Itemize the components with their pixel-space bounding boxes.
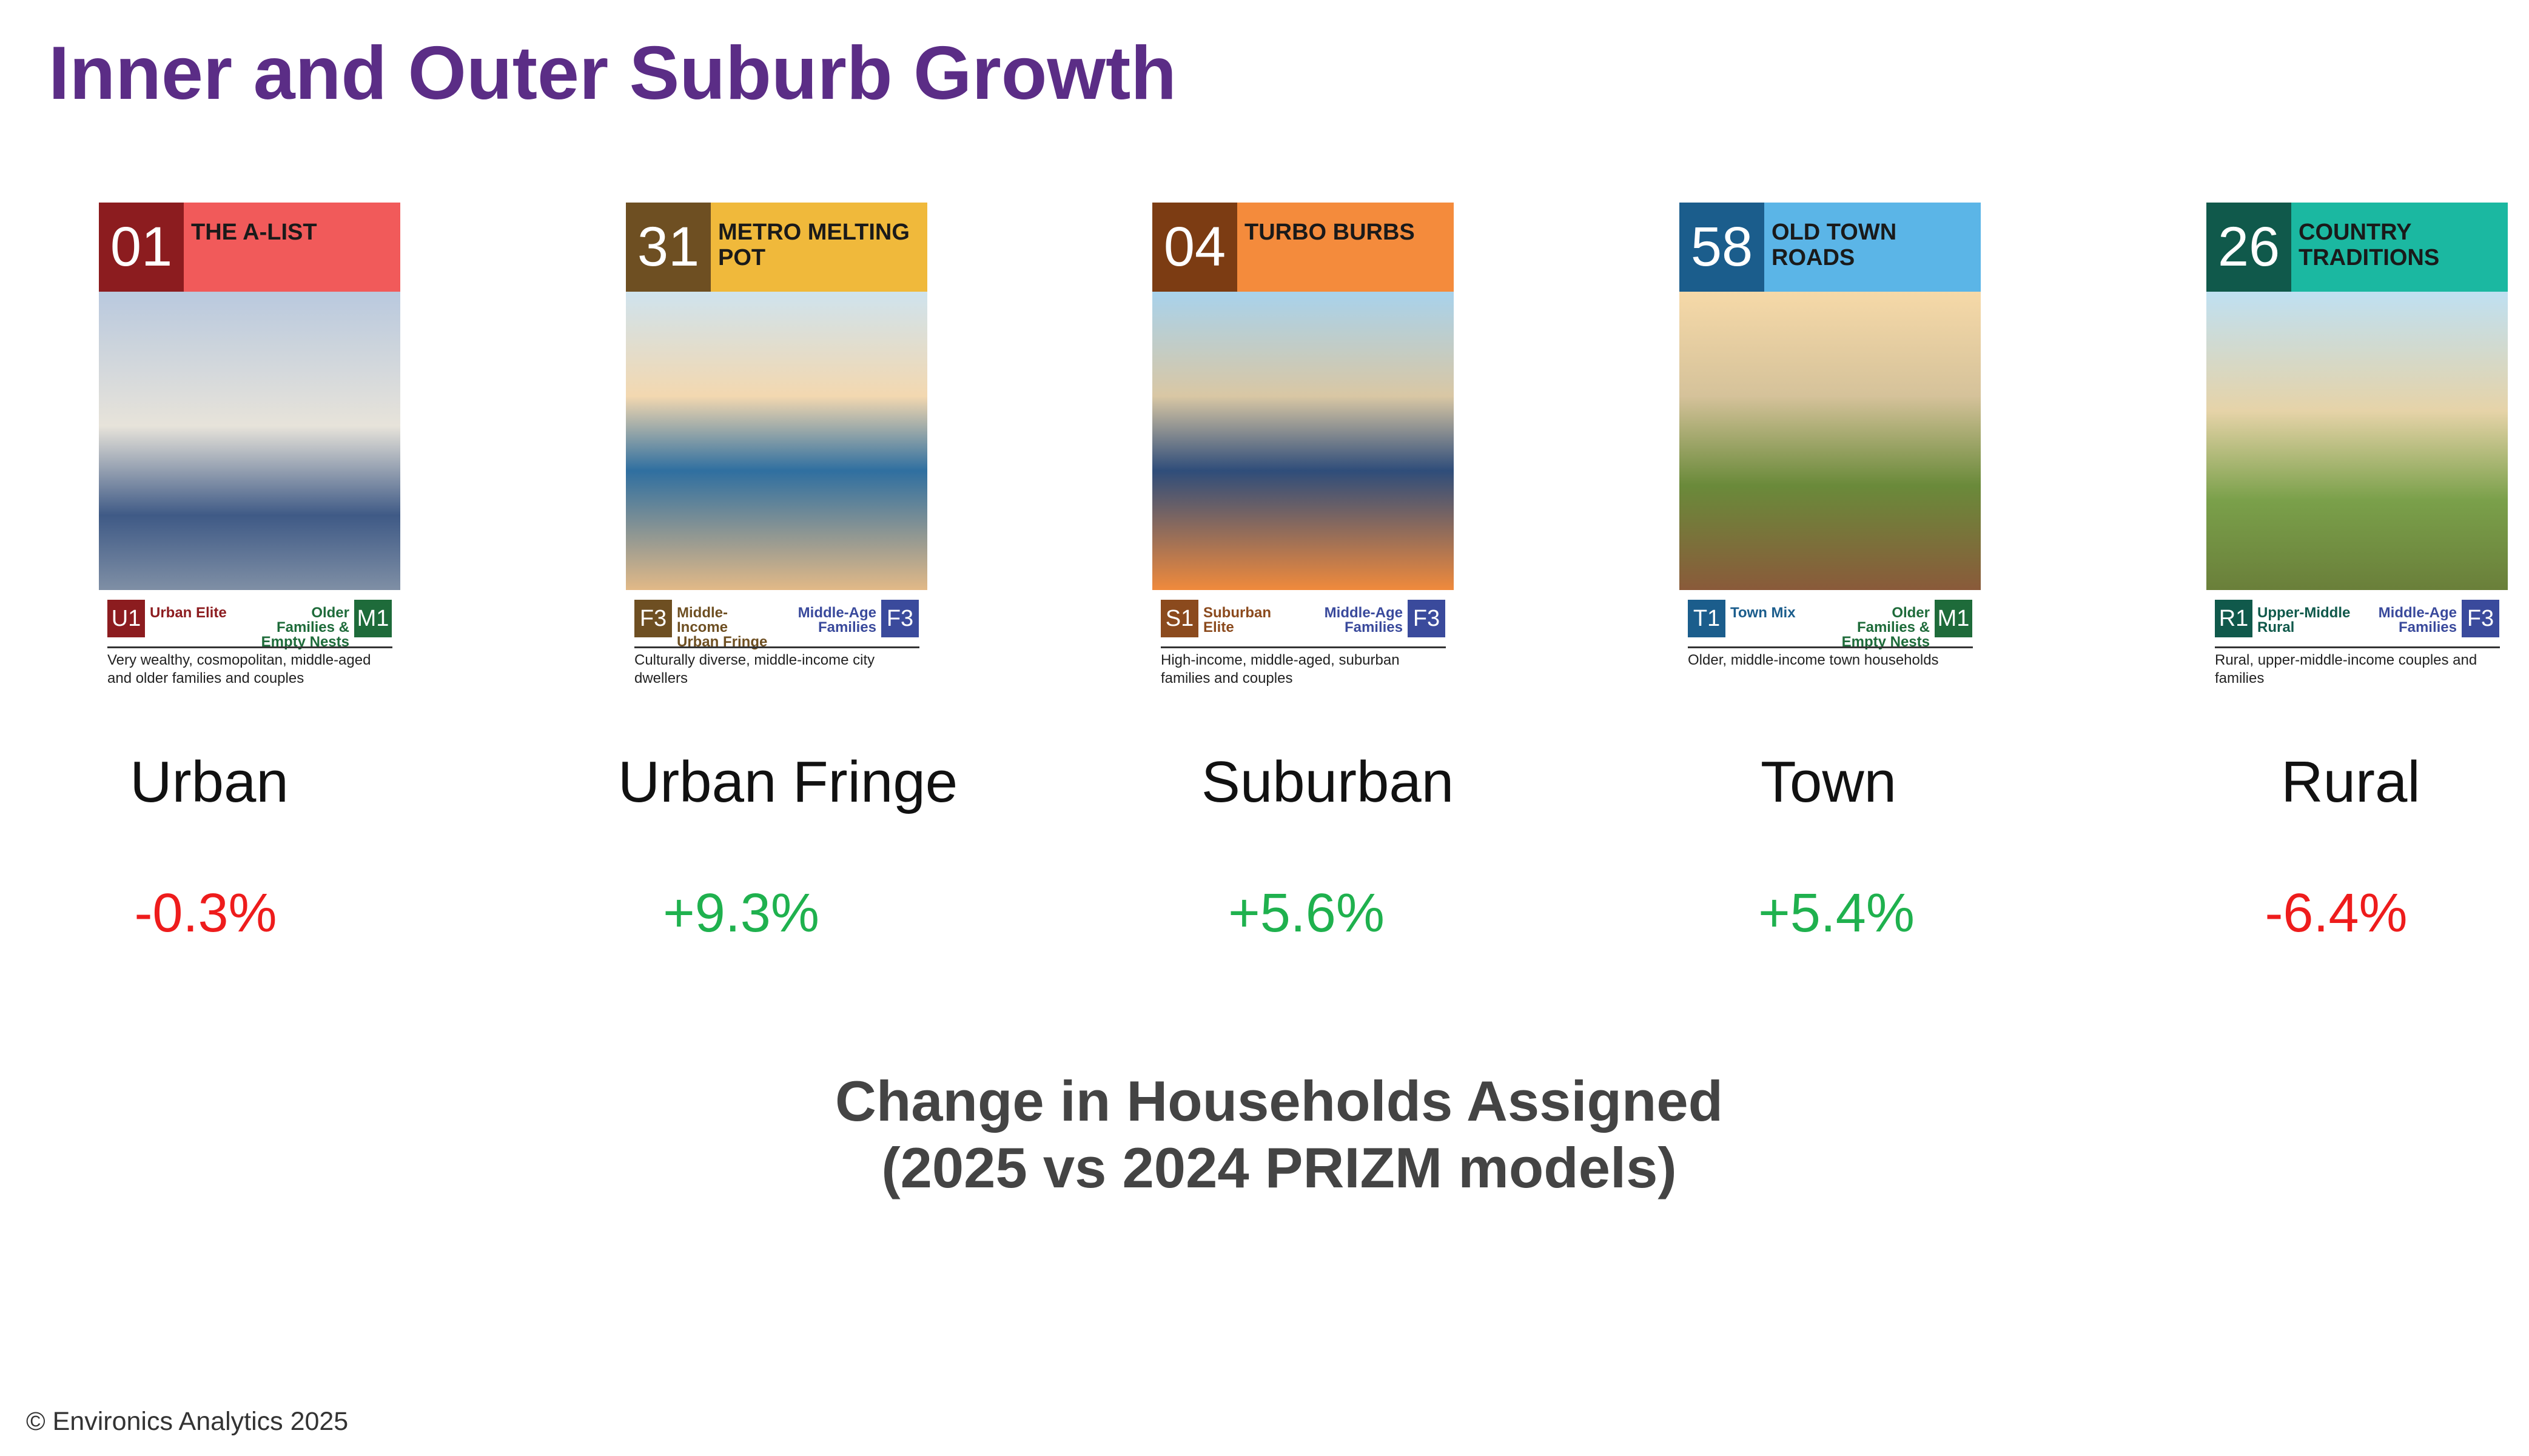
segment-illustration <box>1679 292 1981 590</box>
segment-tags: F3 Middle-Income Urban Fringe Middle-Age F… <box>626 600 927 649</box>
category-label: Rural <box>2281 750 2420 814</box>
tag-label: Older Families & Empty Nests <box>1841 605 1930 650</box>
segment-description: High-income, middle-aged, suburban famil… <box>1161 652 1400 686</box>
tag-code: F3 <box>634 600 672 637</box>
tag-label: Suburban Elite <box>1203 605 1271 636</box>
tag-label: Middle-Age Families <box>2378 605 2457 636</box>
category-label: Town <box>1760 750 1897 814</box>
segment-tags: T1 Town Mix Older Families & Empty Nests M1 <box>1679 600 1981 649</box>
segment-description: Very wealthy, cosmopolitan, middle-aged … <box>107 652 371 686</box>
tag-label: Urban Elite <box>150 605 227 621</box>
tag-label: Middle-Age Families <box>1324 605 1403 636</box>
tag-label: Middle-Age Families <box>798 605 876 636</box>
divider <box>1161 646 1446 648</box>
category-label: Urban <box>130 750 289 814</box>
tag-label: Upper-Middle Rural <box>2257 605 2351 636</box>
caption-line: (2025 vs 2024 PRIZM models) <box>881 1136 1677 1199</box>
card-header: 01 THE A-LIST <box>99 203 400 292</box>
segment-number: 04 <box>1152 203 1237 292</box>
segment-tags: R1 Upper-Middle Rural Middle-Age Families F… <box>2206 600 2508 640</box>
tag-label: Middle-Income Urban Fringe <box>677 605 768 650</box>
change-value: +9.3% <box>663 883 819 944</box>
segment-illustration <box>2206 292 2508 590</box>
tag-code: R1 <box>2215 600 2252 637</box>
segment-name: TURBO BURBS <box>1237 203 1454 292</box>
change-value: +5.4% <box>1758 883 1915 944</box>
segment-name: THE A-LIST <box>184 203 400 292</box>
divider <box>1688 646 1973 648</box>
segment-description: Rural, upper-middle-income couples and f… <box>2215 652 2477 686</box>
segment-card: 31 METRO MELTING POT F3 Middle-Income Urban… <box>626 203 927 694</box>
segment-number: 58 <box>1679 203 1764 292</box>
tag-code: F3 <box>881 600 919 637</box>
segment-number: 26 <box>2206 203 2291 292</box>
segment-illustration <box>626 292 927 590</box>
segment-card: 26 COUNTRY TRADITIONS R1 Upper-Middle Rural… <box>2206 203 2508 694</box>
segment-description: Culturally diverse, middle-income city d… <box>634 652 875 686</box>
divider <box>2215 646 2500 648</box>
segment-tags: S1 Suburban Elite Middle-Age Families F3 <box>1152 600 1454 640</box>
segment-number: 01 <box>99 203 184 292</box>
tag-code: U1 <box>107 600 145 637</box>
card-header: 26 COUNTRY TRADITIONS <box>2206 203 2508 292</box>
category-label: Urban Fringe <box>617 750 958 814</box>
change-value: +5.6% <box>1228 883 1385 944</box>
card-header: 04 TURBO BURBS <box>1152 203 1454 292</box>
tag-code: S1 <box>1161 600 1198 637</box>
segment-illustration <box>1152 292 1454 590</box>
segment-description: Older, middle-income town households <box>1688 652 1939 668</box>
segment-card: 58 OLD TOWN ROADS T1 Town Mix Older Families… <box>1679 203 1981 694</box>
footer: © Environics Analytics 2025 <box>26 1407 349 1436</box>
tag-code: M1 <box>1935 600 1972 637</box>
card-header: 31 METRO MELTING POT <box>626 203 927 292</box>
change-value: -0.3% <box>134 883 277 944</box>
divider <box>634 646 919 648</box>
segment-card: 04 TURBO BURBS S1 Suburban Elite Middle-Age … <box>1152 203 1454 694</box>
segment-illustration <box>99 292 400 590</box>
tag-label: Older Families & Empty Nests <box>261 605 349 650</box>
segment-name: COUNTRY TRADITIONS <box>2291 203 2508 292</box>
tag-code: T1 <box>1688 600 1725 637</box>
segment-number: 31 <box>626 203 711 292</box>
card-header: 58 OLD TOWN ROADS <box>1679 203 1981 292</box>
segment-name: OLD TOWN ROADS <box>1764 203 1981 292</box>
segment-card: 01 THE A-LIST U1 Urban Elite Older Families … <box>99 203 400 694</box>
segment-tags: U1 Urban Elite Older Families & Empty Nest… <box>99 600 400 649</box>
title: Inner and Outer Suburb Growth <box>49 32 1177 115</box>
caption-line: Change in Households Assigned <box>835 1069 1724 1133</box>
tag-code: F3 <box>1408 600 1445 637</box>
divider <box>107 646 392 648</box>
change-value: -6.4% <box>2265 883 2408 944</box>
category-label: Suburban <box>1201 750 1454 814</box>
tag-code: F3 <box>2462 600 2499 637</box>
segment-name: METRO MELTING POT <box>711 203 927 292</box>
tag-label: Town Mix <box>1730 605 1796 621</box>
tag-code: M1 <box>354 600 392 637</box>
